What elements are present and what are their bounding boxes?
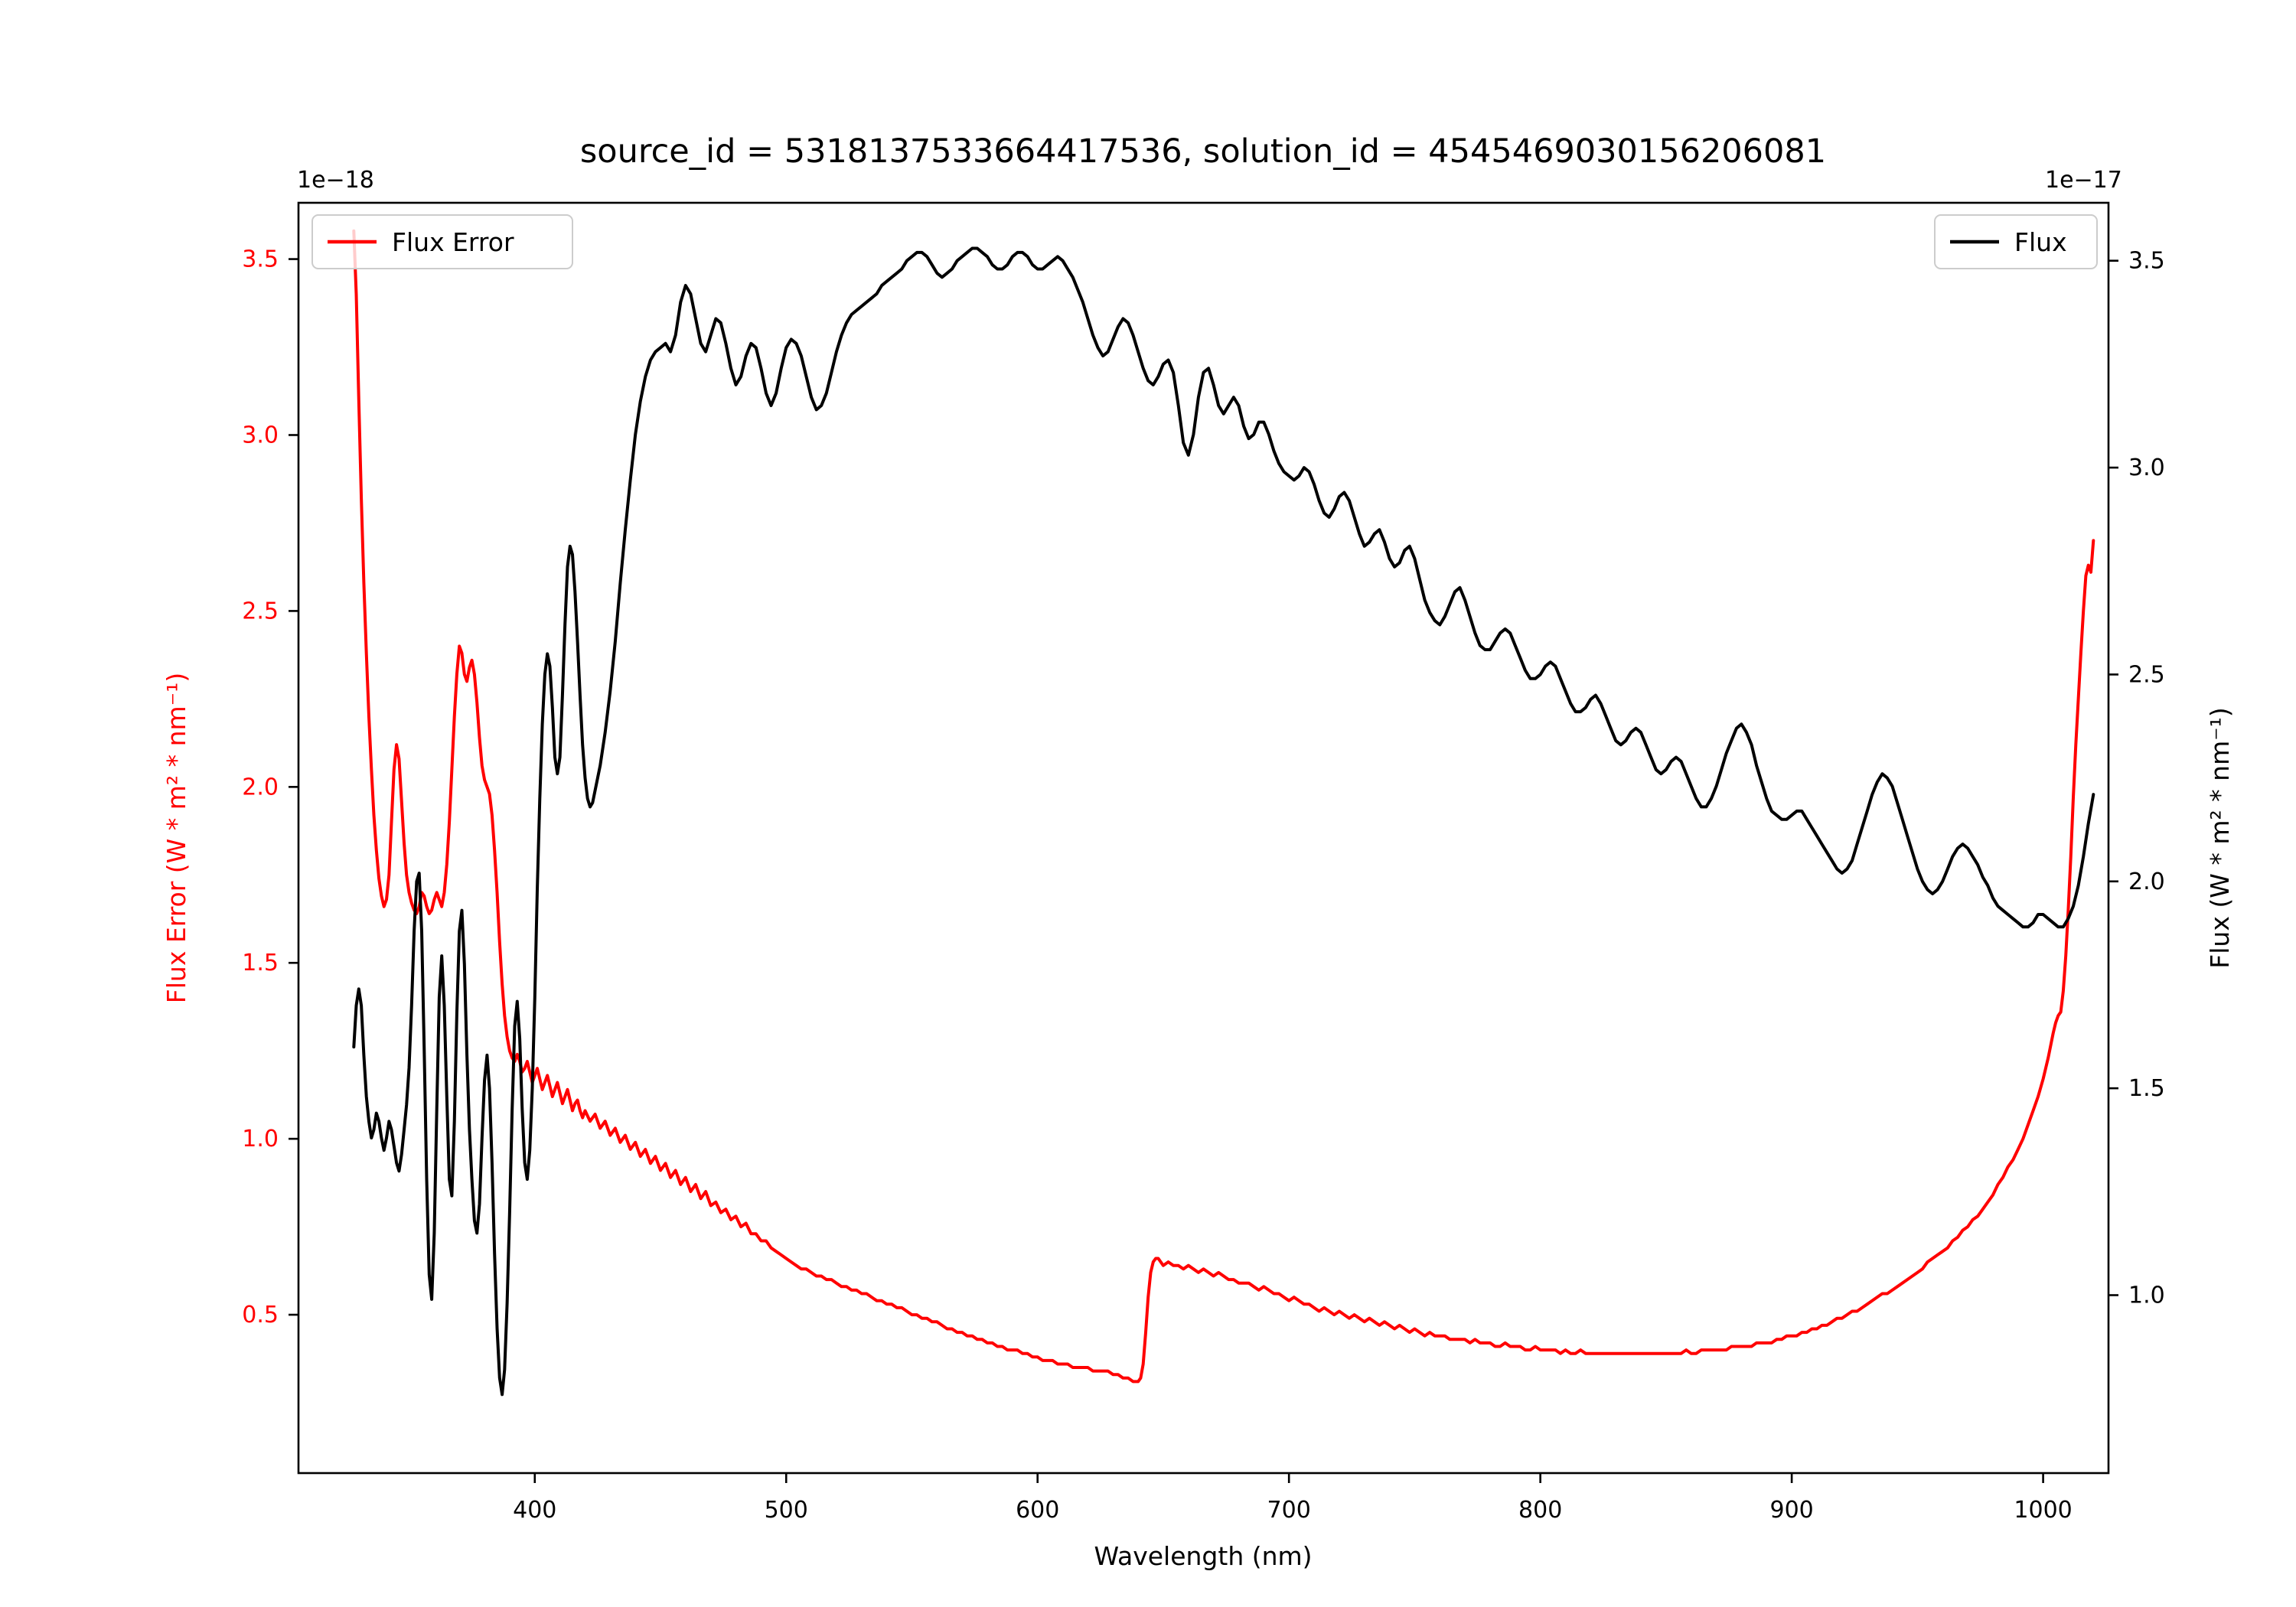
plot-area: 400 500 600 700 800 900 1000 0.5 1.0 1.5 2.0 2.5 3.0… — [242, 201, 2165, 1524]
axes-frame — [297, 201, 2110, 1475]
left-y-tick-label: 3.0 — [242, 422, 279, 448]
chart-title: source_id = 5318137533664417536, solutio… — [580, 132, 1826, 171]
flux-error-legend-label: Flux Error — [392, 227, 514, 257]
right-y-axis-label: Flux (W * m² * nm⁻¹) — [2205, 707, 2235, 969]
right-y-tick-label: 3.0 — [2128, 455, 2165, 481]
right-y-tick-label: 3.5 — [2128, 248, 2165, 275]
x-tick-label: 900 — [1769, 1497, 1813, 1524]
legend-flux-box — [1934, 214, 2098, 269]
right-y-tick-label: 2.0 — [2128, 869, 2165, 895]
x-tick-label: 1000 — [2014, 1497, 2072, 1524]
chart-chrome: source_id = 5318137533664417536, solutio… — [161, 132, 2235, 1571]
flux-legend-label: Flux — [2014, 227, 2067, 257]
right-y-tick-label: 1.0 — [2128, 1282, 2165, 1309]
x-tick-label: 500 — [765, 1497, 808, 1524]
x-tick-label: 600 — [1016, 1497, 1059, 1524]
left-y-tick-label: 2.5 — [242, 598, 279, 624]
x-tick-label: 400 — [513, 1497, 556, 1524]
x-tick-label: 700 — [1267, 1497, 1311, 1524]
left-y-tick-label: 2.0 — [242, 774, 279, 800]
left-axis-offset-label: 1e−18 — [297, 167, 374, 194]
flux-line — [352, 246, 2095, 1397]
right-axis-offset-label: 1e−17 — [2045, 167, 2122, 194]
left-y-tick-label: 3.5 — [242, 246, 279, 273]
left-y-tick-label: 1.0 — [242, 1126, 279, 1152]
x-tick-label: 800 — [1518, 1497, 1562, 1524]
left-y-tick-label: 1.5 — [242, 950, 279, 976]
left-y-tick-label: 0.5 — [242, 1302, 279, 1328]
flux-error-line — [352, 229, 2095, 1384]
left-y-axis-label: Flux Error (W * m² * nm⁻¹) — [161, 673, 191, 1003]
x-axis-label: Wavelength (nm) — [1094, 1541, 1312, 1571]
legend-flux: Flux — [1934, 214, 2098, 269]
legend-flux-error-box — [311, 214, 573, 269]
right-y-tick-label: 2.5 — [2128, 661, 2165, 688]
right-y-tick-label: 1.5 — [2128, 1075, 2165, 1102]
legend-flux-error: Flux Error — [311, 214, 573, 269]
